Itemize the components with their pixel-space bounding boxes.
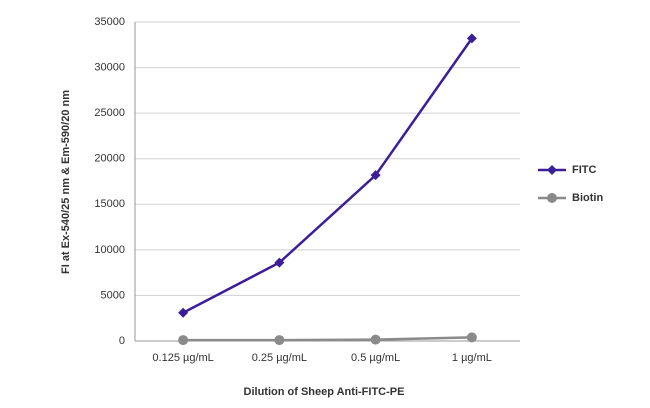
legend-marker (547, 193, 557, 203)
x-tick-label: 0.125 µg/mL (152, 352, 213, 364)
y-tick-label: 0 (119, 335, 125, 347)
marker (178, 335, 189, 346)
x-tick-label: 0.25 µg/mL (252, 352, 307, 364)
y-tick-label: 20000 (94, 153, 125, 165)
marker (370, 334, 381, 345)
x-tick-label: 0.5 µg/mL (351, 352, 400, 364)
marker (178, 307, 189, 318)
marker (370, 170, 381, 181)
marker (466, 332, 477, 343)
series-line (182, 37, 473, 314)
y-tick-label: 15000 (94, 198, 125, 210)
legend-label: Biotin (572, 192, 603, 204)
series-line (183, 336, 472, 342)
y-tick-label: 35000 (94, 16, 125, 28)
y-tick-label: 25000 (94, 107, 125, 119)
marker (466, 33, 477, 44)
y-tick-label: 10000 (94, 244, 125, 256)
marker (274, 335, 285, 346)
legend-label: FITC (572, 164, 596, 176)
marker (274, 257, 285, 268)
x-tick-label: 1 µg/mL (452, 352, 492, 364)
y-tick-label: 30000 (94, 61, 125, 73)
legend-marker (547, 165, 557, 175)
y-tick-label: 5000 (101, 289, 125, 301)
x-axis-title: Dilution of Sheep Anti-FITC-PE (244, 386, 405, 398)
y-axis-title: FI at Ex-540/25 nm & Em-590/20 nm (60, 90, 72, 274)
